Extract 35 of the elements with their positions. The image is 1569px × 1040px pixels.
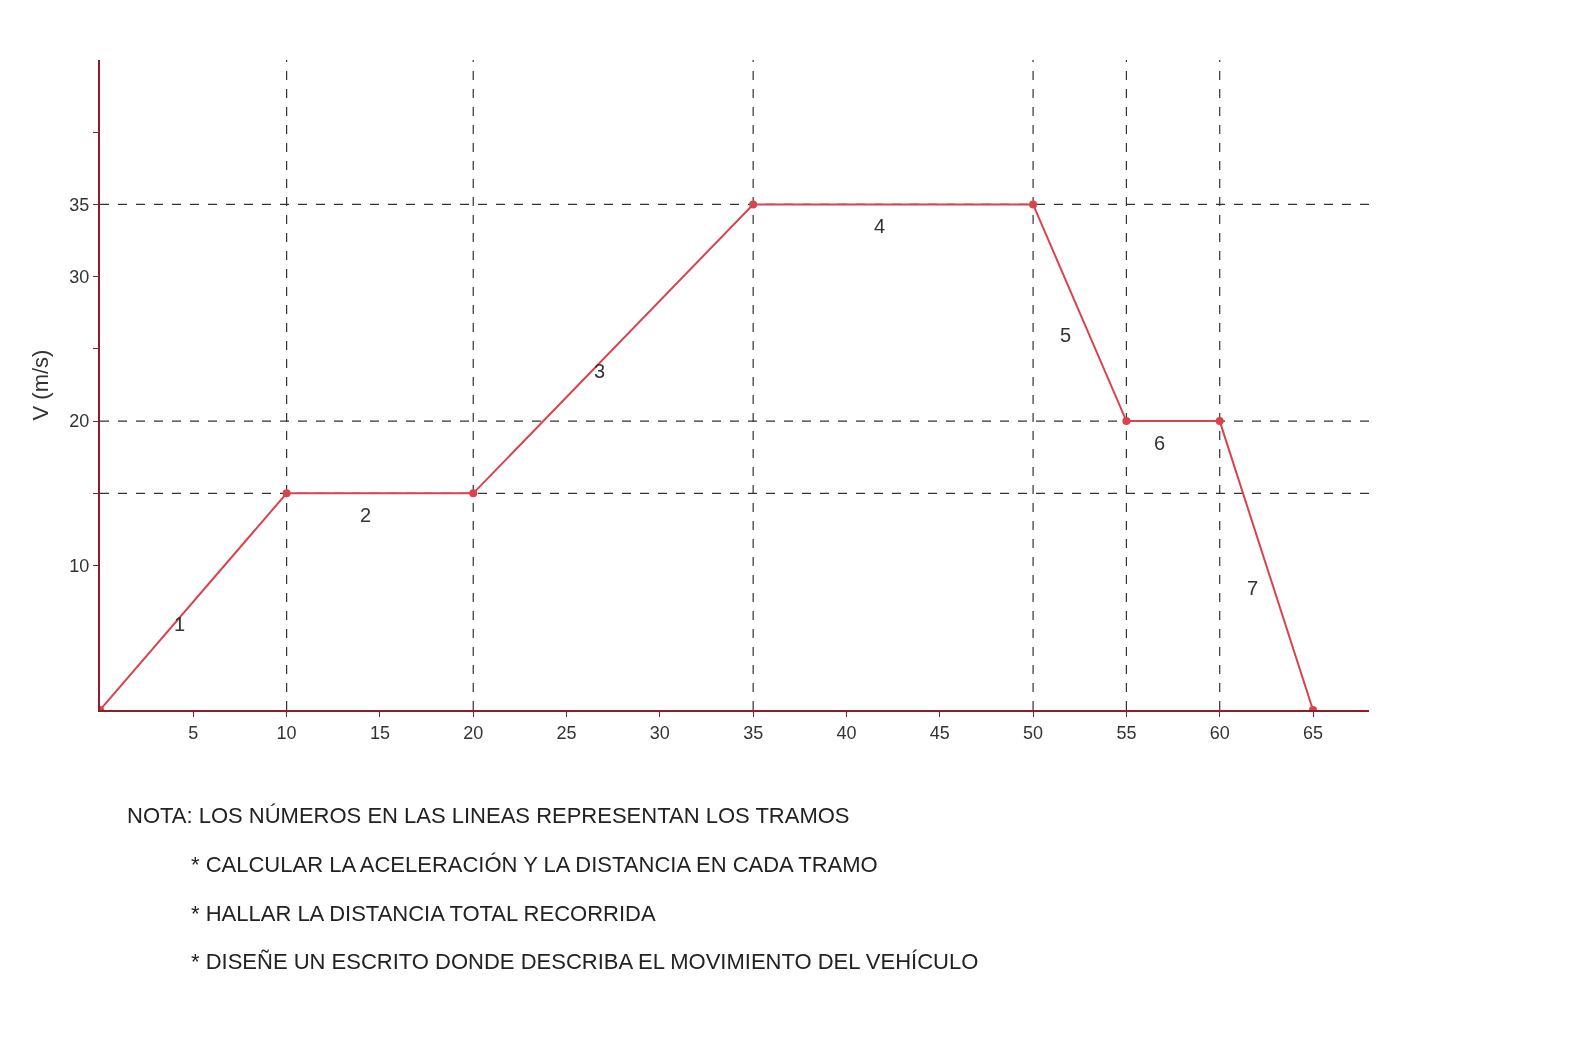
x-tick-label: 35 xyxy=(743,722,764,743)
annotation: 2 xyxy=(360,504,372,526)
annotation: 4 xyxy=(874,215,886,237)
x-tick-label: 40 xyxy=(836,722,857,743)
point xyxy=(1029,200,1038,209)
y-tick-label: 35 xyxy=(69,194,90,215)
x-tick-label: 30 xyxy=(649,722,670,743)
y-axis-title: V (m/s) xyxy=(27,349,53,421)
y-tick-label: 10 xyxy=(69,555,90,576)
point xyxy=(1215,417,1224,426)
x-tick-label: 55 xyxy=(1116,722,1137,743)
x-tick-label: 20 xyxy=(463,722,484,743)
x-tick-label: 45 xyxy=(929,722,950,743)
annotation: 3 xyxy=(594,360,606,382)
x-tick-label: 15 xyxy=(369,722,390,743)
text: NOTA: LOS NÚMEROS EN LAS LINEAS REPRESENTAN LOS TRAMOS xyxy=(127,803,850,828)
x-tick-label: 5 xyxy=(188,722,199,743)
text: * CALCULAR LA ACELERACIÓN Y LA DISTANCIA EN CADA TRAMO xyxy=(191,852,878,877)
point xyxy=(749,200,758,209)
point xyxy=(1122,417,1131,426)
annotation: 7 xyxy=(1247,577,1259,599)
annotation: 6 xyxy=(1154,432,1166,454)
x-tick-label: 60 xyxy=(1209,722,1230,743)
x-tick-label: 10 xyxy=(276,722,297,743)
annotation: 5 xyxy=(1060,324,1072,346)
x-tick-label: 25 xyxy=(556,722,577,743)
text: * DISEÑE UN ESCRITO DONDE DESCRIBA EL MOVIMIENTO DEL VEHÍCULO xyxy=(191,949,979,974)
y-tick-label: 30 xyxy=(69,266,90,287)
y-tick-label: 20 xyxy=(69,411,90,432)
point xyxy=(469,489,478,498)
point xyxy=(282,489,291,498)
annotation: 1 xyxy=(174,613,186,635)
text: * HALLAR LA DISTANCIA TOTAL RECORRIDA xyxy=(191,901,656,926)
x-tick-label: 50 xyxy=(1023,722,1044,743)
x-tick-label: 65 xyxy=(1302,722,1324,743)
